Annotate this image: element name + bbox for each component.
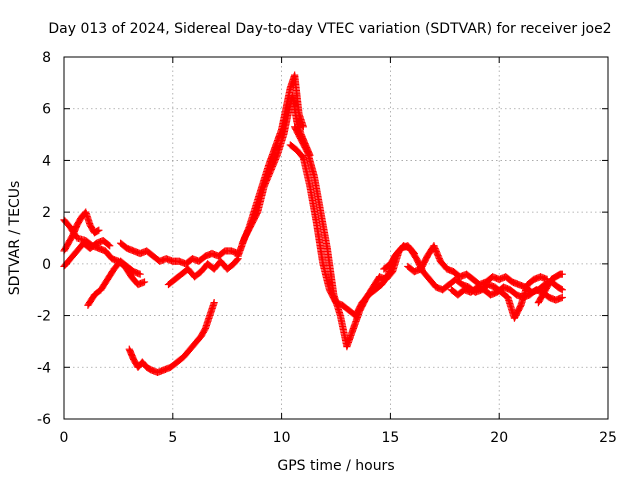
data-point <box>299 123 307 131</box>
x-tick-label: 10 <box>273 430 291 446</box>
data-point <box>136 270 144 278</box>
data-point <box>94 227 102 235</box>
data-series-track-k <box>286 141 418 320</box>
data-series-track-g <box>125 299 218 377</box>
data-point <box>140 278 149 286</box>
data-series-track-n <box>447 283 566 304</box>
plot-frame <box>63 56 609 420</box>
y-tick-label: -4 <box>37 360 51 376</box>
y-tick-label: 2 <box>42 205 51 221</box>
data-point <box>95 226 103 234</box>
data-series-track-c <box>60 236 114 271</box>
data-series-track-d <box>84 257 144 309</box>
data-series-track-f <box>164 255 242 289</box>
data-series-track-i <box>238 71 307 247</box>
x-tick-label: 20 <box>490 430 508 446</box>
chart-title: Day 013 of 2024, Sidereal Day-to-day VTE… <box>48 21 611 37</box>
x-tick-label: 15 <box>381 430 399 446</box>
data-point <box>105 241 113 249</box>
y-tick-label: 0 <box>42 257 51 273</box>
x-axis-label: GPS time / hours <box>277 458 394 474</box>
y-tick-label: 8 <box>42 50 51 66</box>
x-tick-label: 5 <box>168 430 177 446</box>
y-tick-label: 6 <box>42 102 51 118</box>
data-point <box>557 285 565 293</box>
data-series-track-b <box>60 208 103 255</box>
data-point <box>210 299 218 307</box>
y-tick-label: 4 <box>42 153 51 169</box>
grid-lines <box>64 57 608 419</box>
data-point <box>558 293 566 302</box>
x-tick-label: 0 <box>60 430 69 446</box>
x-tick-label: 25 <box>599 430 617 446</box>
data-point <box>233 256 241 264</box>
axis-ticks: 0 5 10 15 20 25 -6 -4 -2 0 2 4 6 8 <box>37 50 617 446</box>
data-series-track-o <box>534 270 566 307</box>
data-series-track-e <box>116 239 242 268</box>
y-axis-label: SDTVAR / TECUs <box>7 181 23 296</box>
data-marks <box>60 71 566 377</box>
data-point <box>558 286 566 294</box>
data-series-track-l <box>380 242 551 322</box>
data-point <box>106 242 114 250</box>
data-point <box>558 270 566 278</box>
data-series-track-j <box>291 123 403 351</box>
y-tick-label: -6 <box>37 412 51 428</box>
y-tick-label: -2 <box>37 309 51 325</box>
